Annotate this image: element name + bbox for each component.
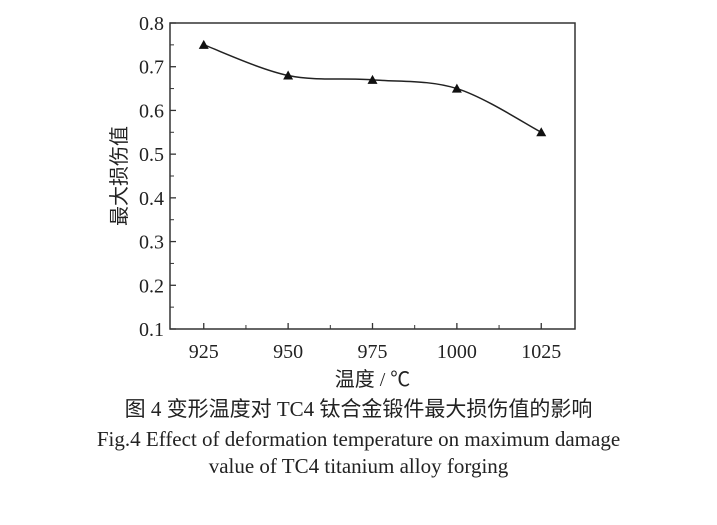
plot-frame: [169, 22, 576, 330]
caption-en-line1: Fig.4 Effect of deformation temperature …: [96, 427, 621, 451]
data-point-triangle: [198, 39, 209, 49]
y-tick-label: 0.7: [139, 57, 164, 79]
x-tick-label: 950: [273, 341, 303, 363]
data-point-triangle: [367, 74, 378, 84]
x-tick-label: 925: [189, 341, 219, 363]
caption-zh: 图 4 变形温度对 TC4 钛合金锻件最大损伤值的影响: [124, 397, 593, 421]
data-point-triangle: [536, 127, 547, 137]
series-line: [203, 44, 542, 133]
y-tick-label: 0.6: [139, 100, 164, 122]
chart: 0.1 0.2 0.3 0.4 0.5 0.6 0.7 0.8 925 950 975 1000 102…: [108, 13, 576, 391]
x-tick-label: 1025: [521, 341, 561, 363]
y-tick-label: 0.3: [139, 232, 164, 254]
x-axis-label: 温度 / ℃: [335, 368, 411, 391]
y-tick-label: 0.1: [139, 319, 164, 341]
y-tick-label: 0.2: [139, 275, 164, 297]
y-tick-label: 0.5: [139, 144, 164, 166]
y-axis-label: 最大损伤值: [108, 126, 131, 226]
y-tick-label: 0.4: [139, 188, 164, 210]
data-point-triangle: [451, 83, 462, 93]
x-tick-label: 975: [358, 341, 388, 363]
y-tick-label: 0.8: [139, 13, 164, 35]
data-point-triangle: [283, 70, 294, 80]
x-tick-label: 1000: [437, 341, 477, 363]
caption-en-line2: value of TC4 titanium alloy forging: [208, 454, 509, 478]
